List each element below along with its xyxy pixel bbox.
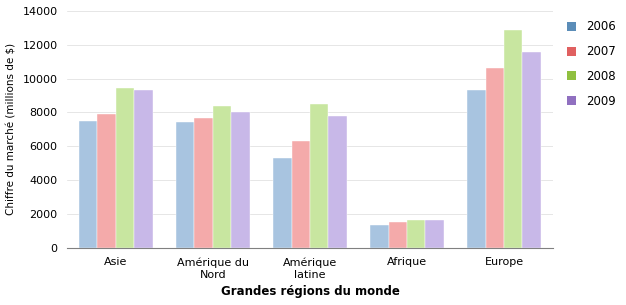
- Bar: [292, 141, 310, 248]
- X-axis label: Grandes régions du monde: Grandes régions du monde: [220, 285, 399, 298]
- Bar: [486, 68, 504, 248]
- Legend: 2006, 2007, 2008, 2009: 2006, 2007, 2008, 2009: [563, 17, 619, 111]
- Bar: [523, 52, 541, 248]
- Bar: [232, 112, 250, 248]
- Bar: [310, 104, 329, 248]
- Bar: [467, 90, 486, 248]
- Y-axis label: Chiffre du marché (millions de $): Chiffre du marché (millions de $): [7, 43, 17, 215]
- Bar: [407, 220, 426, 248]
- Bar: [135, 90, 153, 248]
- Bar: [79, 121, 98, 248]
- Bar: [98, 114, 116, 248]
- Bar: [329, 116, 347, 248]
- Bar: [176, 122, 195, 248]
- Bar: [504, 30, 523, 248]
- Bar: [370, 225, 389, 248]
- Bar: [426, 220, 444, 248]
- Bar: [116, 88, 135, 248]
- Bar: [273, 158, 292, 248]
- Bar: [213, 106, 232, 248]
- Bar: [195, 118, 213, 248]
- Bar: [389, 222, 407, 248]
